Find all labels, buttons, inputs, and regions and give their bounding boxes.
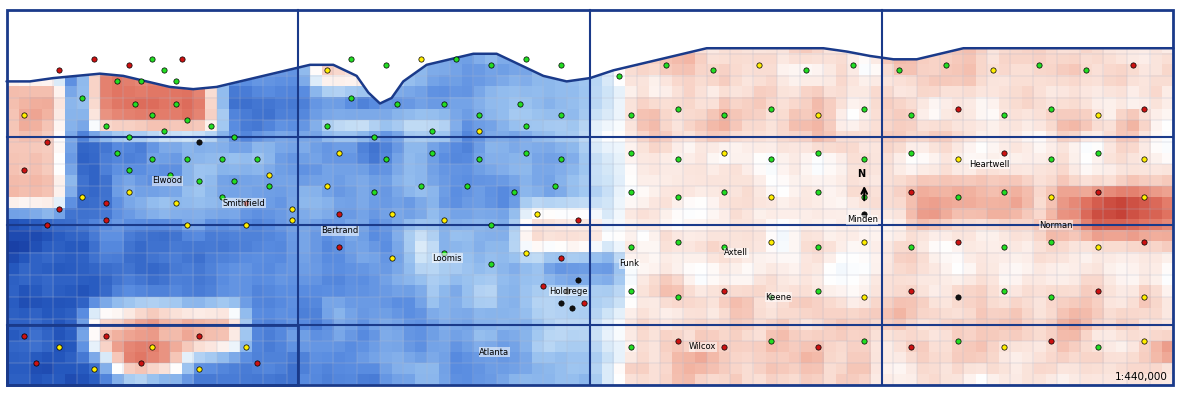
Text: Norman: Norman: [1040, 221, 1073, 229]
Text: Bertrand: Bertrand: [322, 226, 359, 235]
Polygon shape: [7, 386, 1173, 395]
Text: Minden: Minden: [847, 215, 878, 224]
Text: Keene: Keene: [765, 293, 792, 301]
Text: Smithfield: Smithfield: [222, 199, 266, 207]
Text: Heartwell: Heartwell: [969, 160, 1010, 169]
Text: Atlanta: Atlanta: [479, 348, 510, 357]
Text: Wilcox: Wilcox: [689, 342, 716, 351]
Text: N: N: [857, 169, 865, 179]
Polygon shape: [7, 0, 1173, 103]
Text: Funk: Funk: [620, 260, 640, 268]
Text: 1:440,000: 1:440,000: [1115, 372, 1168, 382]
Bar: [7, 325, 299, 386]
Text: Holdrege: Holdrege: [549, 287, 588, 296]
Text: Axtell: Axtell: [725, 248, 748, 257]
Text: Loomis: Loomis: [432, 254, 463, 263]
Text: Elwood: Elwood: [152, 177, 183, 185]
